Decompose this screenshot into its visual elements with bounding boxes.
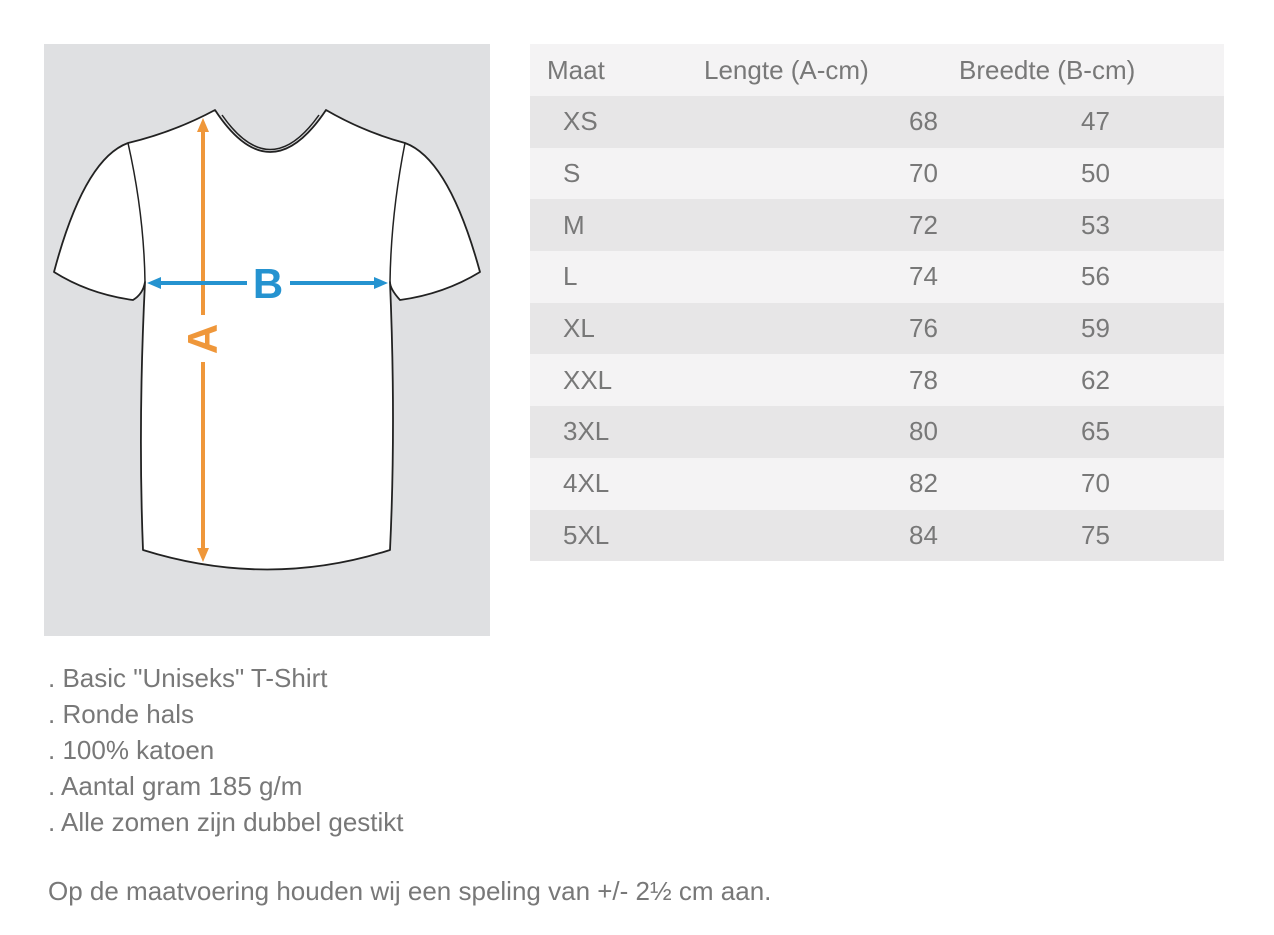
width-cell: 59: [1081, 313, 1110, 344]
length-cell: 68: [909, 106, 938, 137]
width-cell: 70: [1081, 468, 1110, 499]
width-label: B: [253, 260, 283, 307]
length-cell: 80: [909, 416, 938, 447]
size-cell: XXL: [563, 364, 613, 395]
size-cell: S: [563, 158, 581, 189]
tshirt-illustration: A B: [53, 109, 481, 571]
table-row: XL 76 59: [530, 302, 1224, 355]
tshirt-measurement-diagram: A B: [44, 44, 490, 636]
length-cell: 76: [909, 313, 938, 344]
size-cell: XS: [563, 106, 598, 137]
width-arrow: [147, 277, 388, 289]
length-cell: 74: [909, 261, 938, 292]
table-row: M 72 53: [530, 199, 1224, 252]
width-cell: 47: [1081, 106, 1110, 137]
length-cell: 82: [909, 468, 938, 499]
collar-inner-line: [221, 114, 320, 151]
feature-item: . Alle zomen zijn dubbel gestikt: [48, 807, 404, 837]
feature-item: . Basic "Uniseks" T-Shirt: [48, 663, 328, 693]
size-table: Maat Lengte (A-cm) Breedte (B-cm) XS 68 47…: [530, 44, 1224, 562]
size-cell: 5XL: [563, 519, 610, 550]
width-cell: 62: [1081, 364, 1110, 395]
length-cell: 72: [909, 209, 938, 240]
length-cell: 84: [909, 519, 938, 550]
width-cell: 50: [1081, 158, 1110, 189]
length-cell: 70: [909, 158, 938, 189]
table-row: 3XL 80 65: [530, 406, 1224, 458]
feature-item: . 100% katoen: [48, 735, 215, 765]
feature-item: . Aantal gram 185 g/m: [48, 771, 303, 801]
table-row: XXL 78 62: [530, 354, 1224, 407]
size-cell: 4XL: [563, 468, 610, 499]
table-row: 5XL 84 75: [530, 509, 1224, 562]
width-cell: 56: [1081, 261, 1110, 292]
width-cell: 53: [1081, 209, 1110, 240]
size-cell: L: [563, 261, 578, 292]
header-size: Maat: [547, 54, 605, 85]
table-header-row: Maat Lengte (A-cm) Breedte (B-cm): [530, 44, 1224, 96]
sleeve-seam-left: [127, 142, 146, 283]
feature-item: . Ronde hals: [48, 699, 194, 729]
table-row: S 70 50: [530, 147, 1224, 200]
size-cell: XL: [563, 313, 595, 344]
size-cell: M: [563, 209, 585, 240]
width-cell: 65: [1081, 416, 1110, 447]
table-row: XS 68 47: [530, 96, 1224, 148]
sleeve-seam-right: [389, 142, 406, 283]
width-cell: 75: [1081, 519, 1110, 550]
feature-list: . Basic "Uniseks" T-Shirt . Ronde hals .…: [48, 660, 404, 840]
tshirt-outline: [53, 109, 481, 571]
length-cell: 78: [909, 364, 938, 395]
table-row: L 74 56: [530, 251, 1224, 303]
table-row: 4XL 82 70: [530, 457, 1224, 510]
tolerance-note: Op de maatvoering houden wij een speling…: [48, 876, 772, 906]
size-cell: 3XL: [563, 416, 610, 447]
length-label: A: [179, 324, 226, 354]
header-width: Breedte (B-cm): [959, 54, 1136, 85]
header-length: Lengte (A-cm): [704, 54, 869, 85]
